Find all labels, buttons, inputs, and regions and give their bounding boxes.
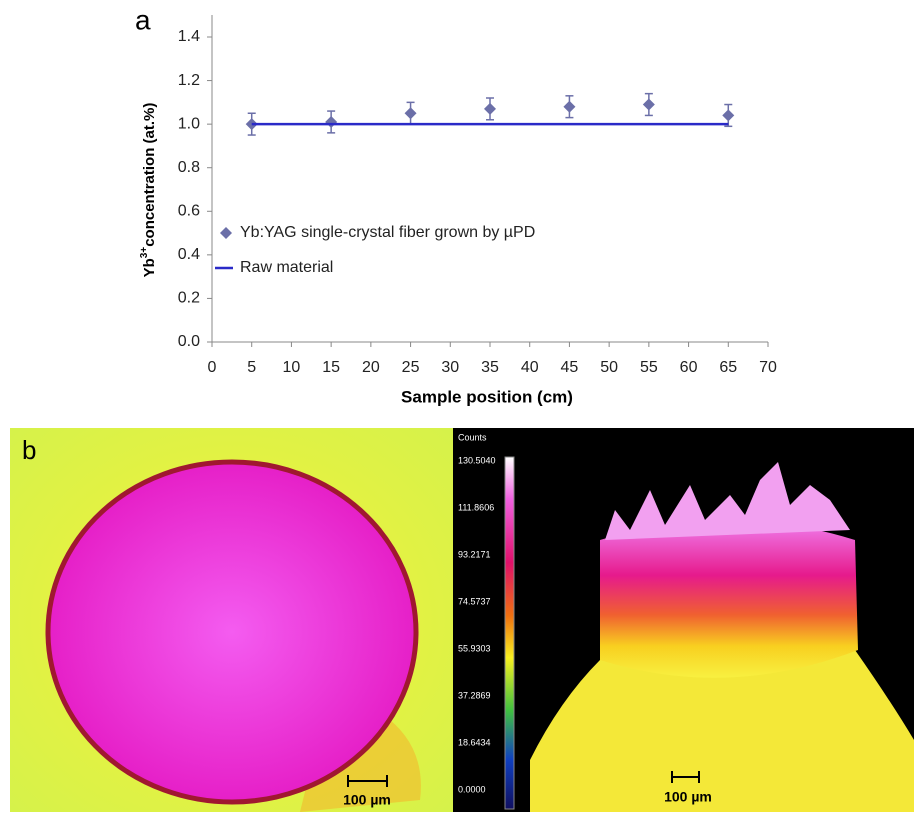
y-tick-label: 0.6 xyxy=(178,203,200,220)
legend-label: Raw material xyxy=(240,259,333,276)
x-tick-label: 25 xyxy=(402,359,420,376)
data-point xyxy=(325,115,338,128)
colorbar-label: 18.6434 xyxy=(458,737,491,747)
data-point xyxy=(642,98,655,111)
x-tick-label: 5 xyxy=(247,359,256,376)
data-point xyxy=(484,102,496,115)
x-tick-label: 10 xyxy=(283,359,301,376)
y-tick-label: 0.0 xyxy=(178,333,200,350)
peak-cylinder xyxy=(600,520,858,678)
y-tick-label: 0.8 xyxy=(178,159,200,176)
x-tick-label: 50 xyxy=(600,359,618,376)
x-tick-label: 35 xyxy=(481,359,499,376)
y-tick-label: 1.0 xyxy=(178,115,200,132)
colorbar-label: 0.0000 xyxy=(458,784,486,794)
data-point xyxy=(563,100,576,113)
colorbar-label: 37.2869 xyxy=(458,690,491,700)
y-tick-label: 0.4 xyxy=(178,246,200,263)
x-tick-label: 40 xyxy=(521,359,539,376)
y-tick-label: 0.2 xyxy=(178,290,200,307)
colorbar-label: 74.5737 xyxy=(458,596,491,606)
x-tick-label: 60 xyxy=(680,359,698,376)
colorbar-label: 55.9303 xyxy=(458,643,491,653)
x-tick-label: 55 xyxy=(640,359,658,376)
y-label-rest: concentration (at.%) xyxy=(141,103,158,247)
colorbar xyxy=(504,456,515,810)
scale-bar-label: 100 µm xyxy=(343,792,391,808)
legend-marker xyxy=(220,227,232,239)
colorbar-label: 130.5040 xyxy=(458,455,496,465)
panel-label: b xyxy=(22,435,36,465)
fiber-spot xyxy=(45,459,419,805)
x-tick-label: 0 xyxy=(208,359,217,376)
panel-label: a xyxy=(135,4,151,35)
x-tick-label: 45 xyxy=(561,359,579,376)
y-label-sup: 3+ xyxy=(139,247,150,259)
x-tick-label: 15 xyxy=(322,359,340,376)
y-tick-label: 1.4 xyxy=(178,28,200,45)
data-point xyxy=(722,109,735,122)
peak-spikes xyxy=(605,462,850,540)
data-point xyxy=(404,107,417,120)
colorbar-title: Counts xyxy=(458,432,487,442)
colorbar-label: 111.8606 xyxy=(458,502,494,512)
x-axis-label: Sample position (cm) xyxy=(401,387,573,406)
y-label-base: Yb xyxy=(141,258,158,277)
scale-bar-label: 100 µm xyxy=(664,789,712,805)
x-tick-label: 70 xyxy=(759,359,777,376)
legend-label: Yb:YAG single-crystal fiber grown by µPD xyxy=(240,224,535,241)
x-tick-label: 20 xyxy=(362,359,380,376)
colorbar-label: 93.2171 xyxy=(458,549,491,559)
x-tick-label: 30 xyxy=(441,359,459,376)
x-tick-label: 65 xyxy=(719,359,737,376)
y-axis-label: Yb3+concentration (at.%) xyxy=(139,103,158,278)
y-tick-label: 1.2 xyxy=(178,72,200,89)
